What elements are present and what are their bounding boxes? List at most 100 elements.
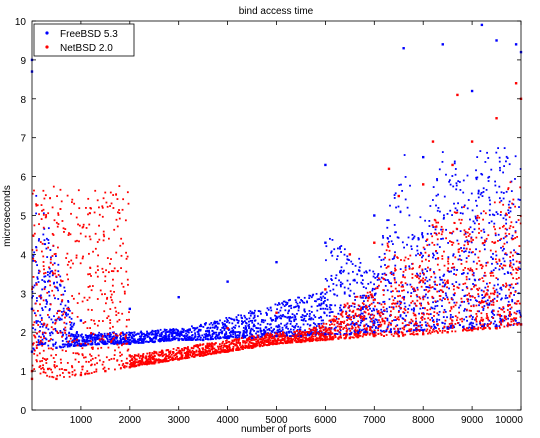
band-point (73, 369, 76, 372)
band-point (80, 343, 82, 345)
band-point (290, 307, 293, 310)
band-point (475, 323, 478, 326)
band-point (413, 235, 416, 238)
band-point (486, 282, 488, 285)
band-point (242, 321, 245, 323)
band-point (389, 272, 392, 274)
band-point (188, 336, 190, 338)
band-point (295, 329, 298, 332)
band-point (513, 322, 515, 325)
band-point (352, 270, 354, 273)
band-point (196, 345, 199, 348)
band-point (173, 329, 176, 332)
band-point (416, 329, 419, 331)
band-point (139, 361, 142, 364)
band-point (403, 312, 406, 314)
band-point (283, 324, 286, 327)
band-point (416, 299, 419, 302)
band-point (83, 342, 86, 345)
band-point (39, 295, 42, 298)
band-point (182, 328, 185, 331)
band-point (96, 362, 98, 365)
band-point (507, 209, 510, 212)
band-point (323, 335, 326, 337)
band-point (250, 312, 252, 315)
band-point (475, 304, 478, 307)
band-point (267, 339, 270, 341)
band-point (475, 327, 477, 330)
band-point (265, 333, 268, 336)
band-point (422, 280, 425, 283)
band-point (55, 319, 58, 322)
band-point (507, 304, 509, 306)
band-point (509, 292, 512, 295)
band-point (516, 235, 519, 238)
band-point (40, 317, 43, 319)
band-point (94, 357, 97, 359)
band-point (348, 259, 350, 261)
band-point (263, 331, 266, 334)
band-point (404, 266, 407, 269)
band-point (310, 328, 312, 331)
band-point (338, 279, 340, 282)
band-point (512, 226, 515, 229)
band-point (268, 329, 271, 332)
band-point (53, 294, 55, 297)
band-point (87, 308, 90, 311)
band-point (150, 339, 153, 342)
band-point (416, 288, 419, 291)
band-point (213, 322, 216, 325)
band-point (412, 312, 415, 315)
band-point (260, 342, 263, 345)
band-point (472, 304, 475, 307)
band-point (43, 331, 46, 334)
band-point (200, 352, 203, 355)
band-point (101, 267, 104, 270)
band-point (137, 340, 139, 343)
band-point (72, 341, 75, 344)
band-point (320, 303, 323, 306)
band-point (52, 328, 55, 331)
band-point (90, 309, 93, 311)
band-point (379, 321, 382, 324)
band-point (149, 360, 152, 363)
band-point (295, 340, 298, 343)
band-point (429, 286, 432, 289)
band-point (81, 354, 84, 357)
band-point (412, 237, 415, 239)
band-point (462, 179, 465, 182)
band-point (249, 319, 252, 322)
band-point (78, 207, 81, 210)
band-point (353, 329, 356, 332)
band-point (215, 337, 217, 340)
band-point (476, 176, 479, 179)
band-point (83, 356, 85, 359)
band-point (471, 273, 474, 276)
band-point (375, 326, 377, 328)
band-point (208, 329, 210, 332)
band-point (436, 252, 439, 255)
band-point (118, 318, 121, 321)
band-point (410, 328, 413, 331)
band-point (371, 313, 374, 316)
band-point (306, 332, 309, 335)
band-point (64, 228, 67, 231)
band-point (228, 316, 231, 319)
band-point (117, 211, 119, 214)
band-point (376, 312, 379, 315)
band-point (288, 331, 290, 334)
band-point (475, 204, 478, 207)
band-point (150, 333, 153, 336)
band-point (63, 231, 65, 233)
band-point (398, 318, 400, 321)
band-point (495, 151, 498, 154)
band-point (482, 218, 485, 221)
band-point (262, 321, 265, 324)
band-point (484, 274, 487, 277)
band-point (241, 334, 244, 336)
band-point (482, 187, 485, 190)
band-point (277, 329, 279, 331)
band-point (47, 344, 50, 347)
band-point (331, 239, 334, 241)
band-point (123, 292, 126, 295)
